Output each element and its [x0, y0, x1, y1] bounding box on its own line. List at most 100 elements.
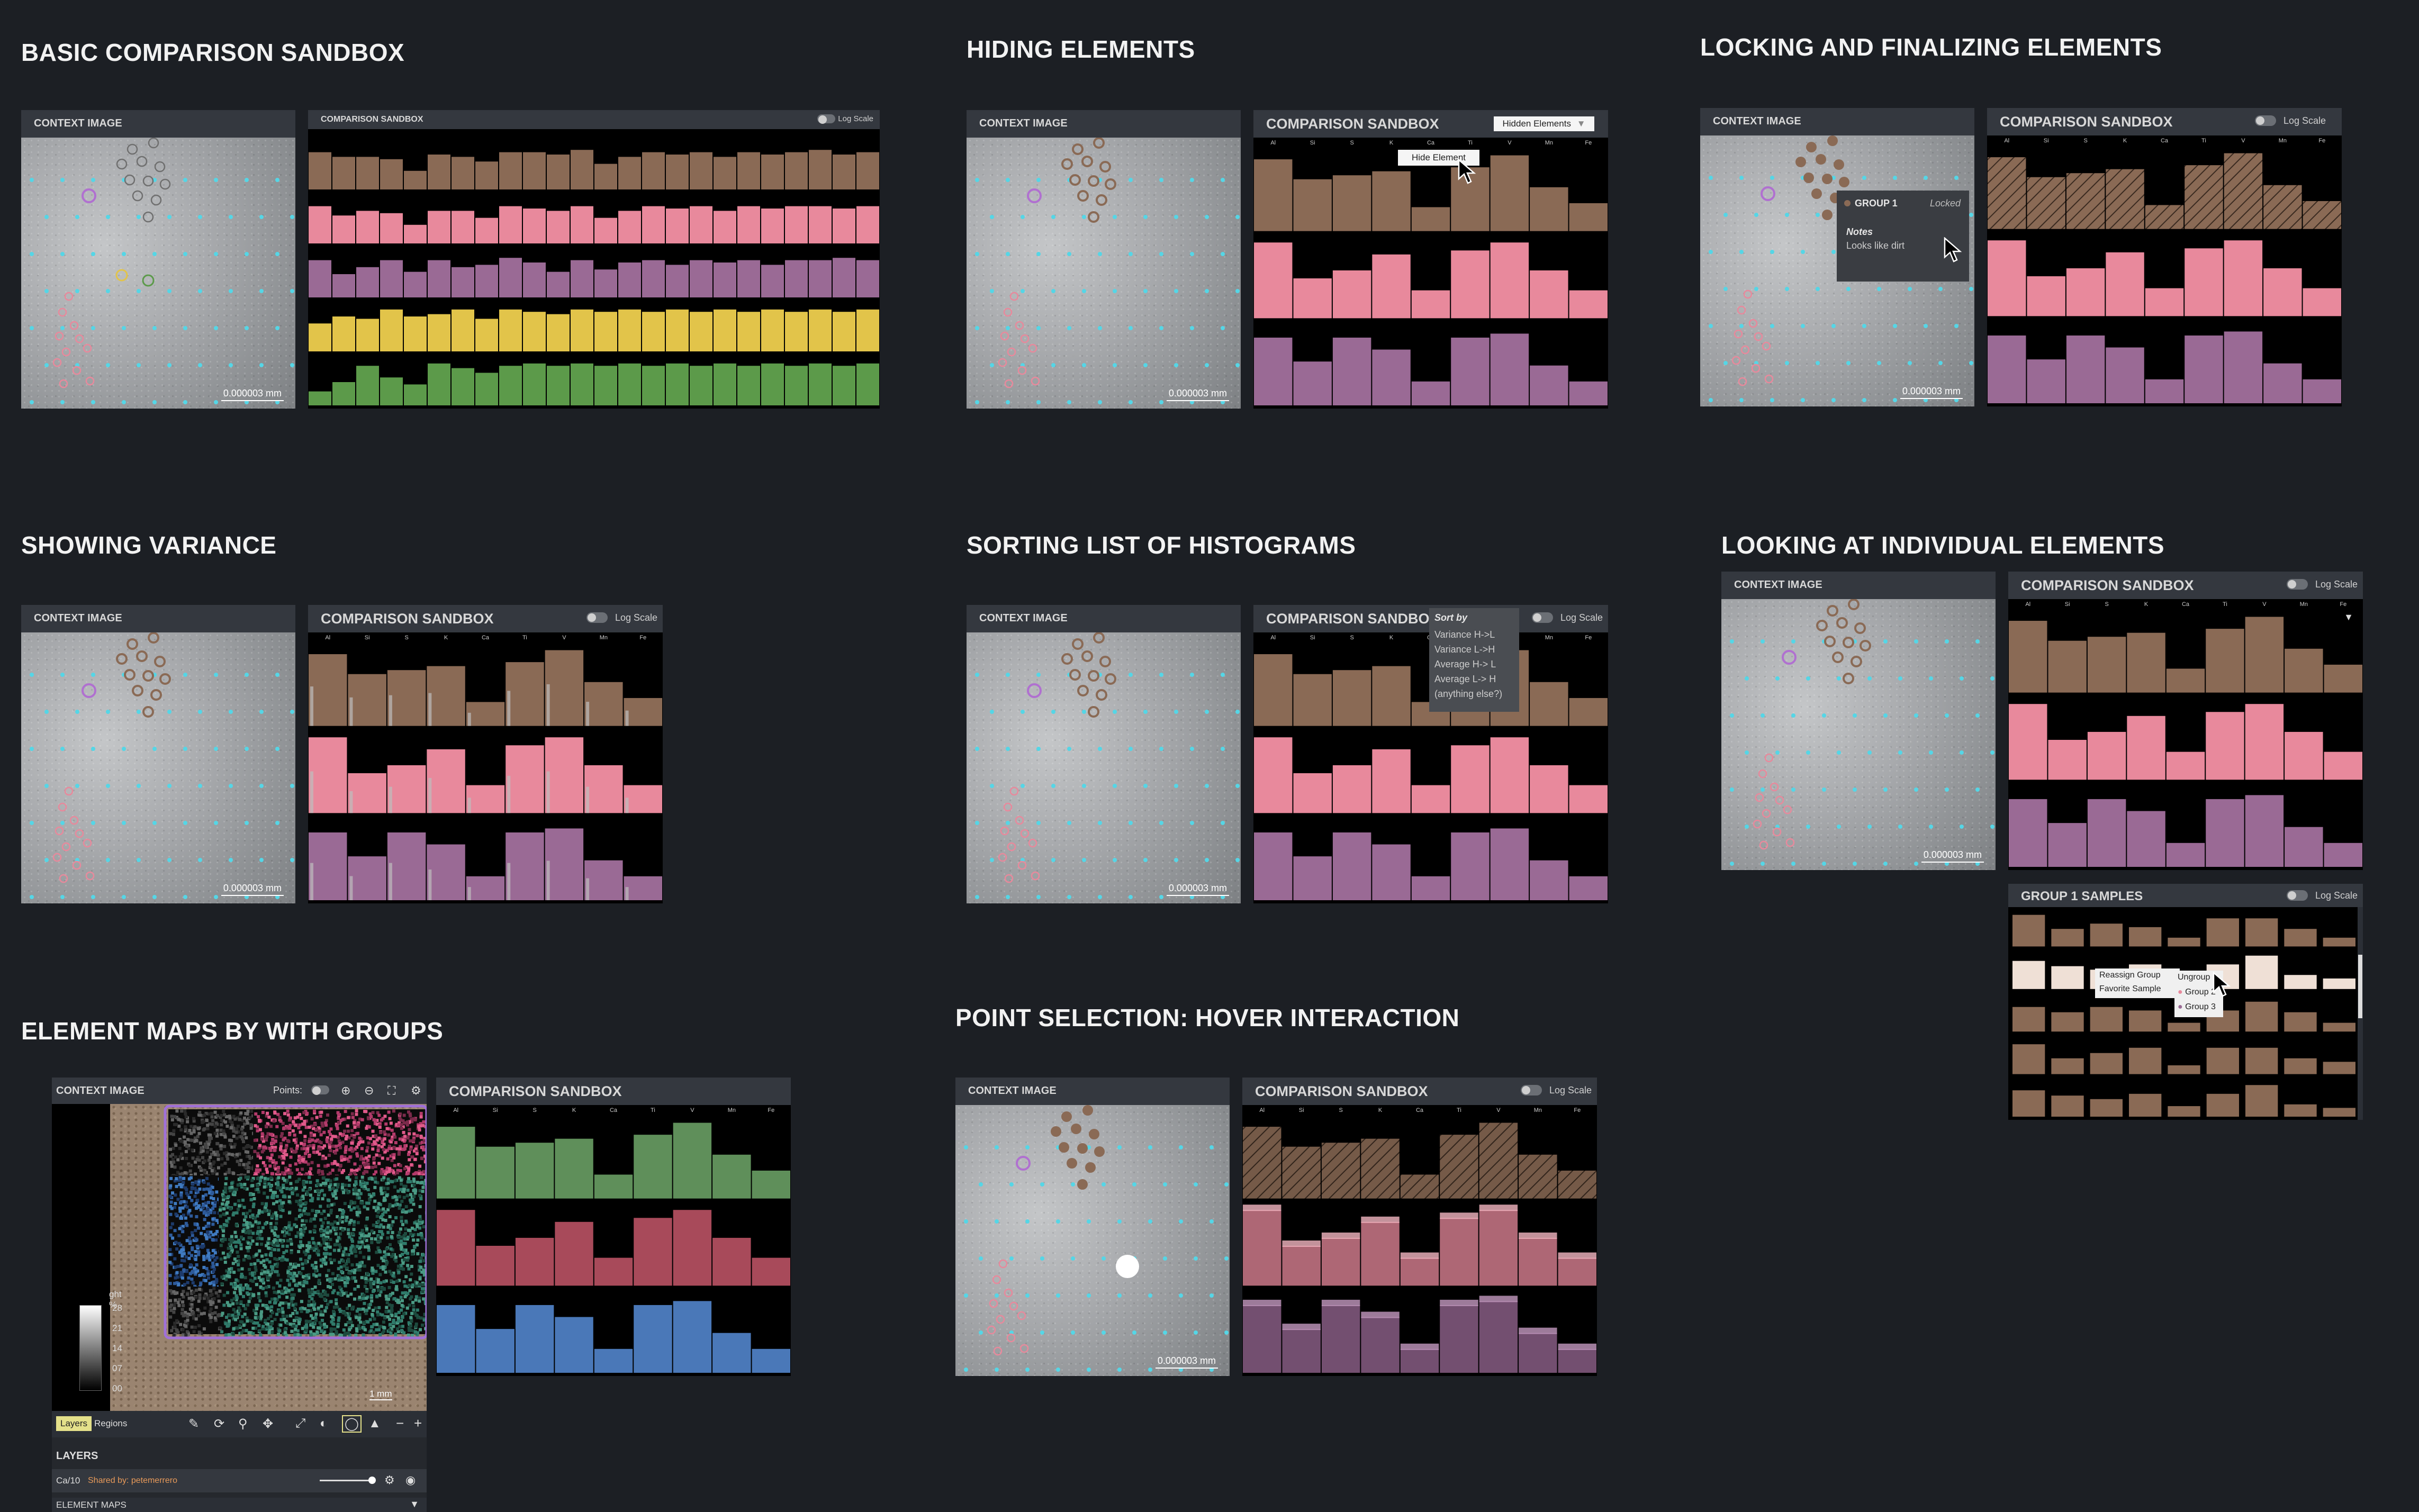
histogram-bar[interactable] — [1479, 1301, 1518, 1373]
scan-point[interactable] — [1945, 787, 1949, 792]
scan-point[interactable] — [1867, 676, 1872, 681]
group-2-point[interactable] — [1009, 1301, 1018, 1311]
plus-icon[interactable]: + — [414, 1415, 422, 1431]
group-2-point[interactable] — [1751, 364, 1761, 373]
histogram-bar[interactable] — [1411, 207, 1450, 231]
histogram-bar[interactable] — [1361, 1317, 1400, 1373]
scan-point[interactable] — [1883, 787, 1888, 792]
scan-point[interactable] — [60, 326, 65, 330]
histogram-bar[interactable] — [1321, 1305, 1360, 1373]
scan-point[interactable] — [91, 821, 95, 825]
scan-point[interactable] — [91, 178, 95, 182]
chevron-down-icon[interactable]: ▼ — [2344, 612, 2353, 622]
histogram-bar[interactable] — [1519, 1154, 1557, 1199]
histogram-bar[interactable] — [332, 274, 355, 297]
scan-point[interactable] — [214, 252, 218, 256]
histogram-bar[interactable] — [515, 1305, 554, 1373]
scan-point[interactable] — [1021, 784, 1025, 788]
histogram-bar[interactable] — [1243, 1305, 1281, 1373]
scan-point[interactable] — [259, 858, 264, 862]
scan-point[interactable] — [245, 326, 249, 330]
group-2-point[interactable] — [1758, 769, 1767, 778]
histogram-bar[interactable] — [1254, 832, 1293, 900]
scan-point[interactable] — [75, 710, 79, 714]
scan-point[interactable] — [1102, 1256, 1106, 1261]
group-3-point[interactable] — [82, 683, 96, 698]
histogram-bar[interactable] — [1569, 876, 1608, 900]
scan-point[interactable] — [964, 1368, 968, 1372]
histogram-bar[interactable] — [348, 773, 386, 813]
scan-point[interactable] — [1132, 1182, 1136, 1187]
scan-point[interactable] — [1113, 858, 1117, 862]
histogram-bar[interactable] — [714, 157, 736, 189]
histogram-bar[interactable] — [1293, 361, 1332, 405]
scan-point[interactable] — [1051, 289, 1055, 293]
group-2-point[interactable] — [59, 379, 68, 388]
scan-point[interactable] — [1945, 639, 1949, 644]
scan-point[interactable] — [1975, 787, 1980, 792]
histogram-bar[interactable] — [2245, 795, 2284, 867]
scan-point[interactable] — [1006, 747, 1010, 751]
scan-point[interactable] — [1025, 1219, 1030, 1224]
sample-bar[interactable] — [2284, 1012, 2317, 1032]
sort-option[interactable]: Average L-> H — [1434, 674, 1496, 684]
scan-point[interactable] — [137, 215, 141, 219]
histogram-bar[interactable] — [634, 1305, 672, 1373]
scan-point[interactable] — [1975, 713, 1980, 718]
scan-point[interactable] — [167, 363, 172, 367]
group-1-point[interactable] — [1816, 620, 1828, 631]
sample-bar[interactable] — [2051, 1012, 2084, 1032]
scan-point[interactable] — [30, 252, 34, 256]
histogram-bar[interactable] — [2206, 799, 2244, 867]
group-2-point[interactable] — [85, 871, 95, 881]
histogram-bar[interactable] — [1400, 1348, 1439, 1373]
histogram-bar[interactable] — [856, 260, 879, 297]
histogram-bar[interactable] — [1293, 179, 1332, 231]
histogram-bar[interactable] — [332, 316, 355, 351]
scan-point[interactable] — [259, 289, 264, 293]
group-1-point[interactable] — [1832, 651, 1844, 663]
histogram-bar[interactable] — [523, 262, 546, 297]
histogram-bar[interactable] — [785, 152, 808, 189]
histogram-bar[interactable] — [475, 161, 498, 189]
map-region-red[interactable] — [253, 1109, 427, 1179]
histogram-bar[interactable] — [1569, 290, 1608, 319]
histogram-bar[interactable] — [2066, 268, 2105, 316]
scan-point[interactable] — [1954, 398, 1958, 402]
group-2-point[interactable] — [1028, 343, 1037, 353]
scan-point[interactable] — [1938, 287, 1943, 291]
scan-point[interactable] — [1148, 1368, 1152, 1372]
scan-point[interactable] — [60, 895, 65, 899]
scan-point[interactable] — [1148, 1293, 1152, 1298]
group-1-point[interactable] — [1067, 1158, 1077, 1169]
scan-point[interactable] — [1194, 1182, 1198, 1187]
histogram-bar[interactable] — [2066, 335, 2105, 403]
scan-point[interactable] — [30, 821, 34, 825]
scan-point[interactable] — [1877, 287, 1881, 291]
scan-point[interactable] — [979, 1256, 983, 1261]
scan-point[interactable] — [1025, 1368, 1030, 1372]
group-2-point[interactable] — [1764, 374, 1774, 384]
histogram-bar[interactable] — [476, 1329, 515, 1373]
histogram-bar[interactable] — [428, 211, 450, 243]
log-scale-toggle[interactable] — [1521, 1085, 1542, 1095]
scan-point[interactable] — [964, 1145, 968, 1149]
scan-point[interactable] — [1174, 784, 1178, 788]
group-1-point[interactable] — [136, 650, 148, 662]
histogram-bar[interactable] — [356, 319, 379, 351]
histogram-bar[interactable] — [737, 312, 760, 351]
sample-bar[interactable] — [2245, 1047, 2278, 1074]
group-2-point[interactable] — [1731, 356, 1741, 365]
menu-item-ungroup[interactable]: Ungroup — [2178, 973, 2210, 982]
hidden-elements-dropdown[interactable]: Hidden Elements ▼ — [1494, 116, 1594, 131]
group-3-point[interactable] — [1761, 186, 1775, 201]
histogram-bar[interactable] — [2145, 379, 2184, 403]
histogram-bar[interactable] — [2048, 640, 2087, 693]
scan-point[interactable] — [1205, 215, 1209, 219]
histogram-bar[interactable] — [466, 785, 505, 813]
histogram-bar[interactable] — [2009, 704, 2047, 780]
group-1-point[interactable] — [1096, 194, 1107, 206]
scan-point[interactable] — [290, 858, 294, 862]
histogram-bar[interactable] — [666, 209, 689, 243]
group-1-point[interactable] — [1059, 1142, 1069, 1153]
